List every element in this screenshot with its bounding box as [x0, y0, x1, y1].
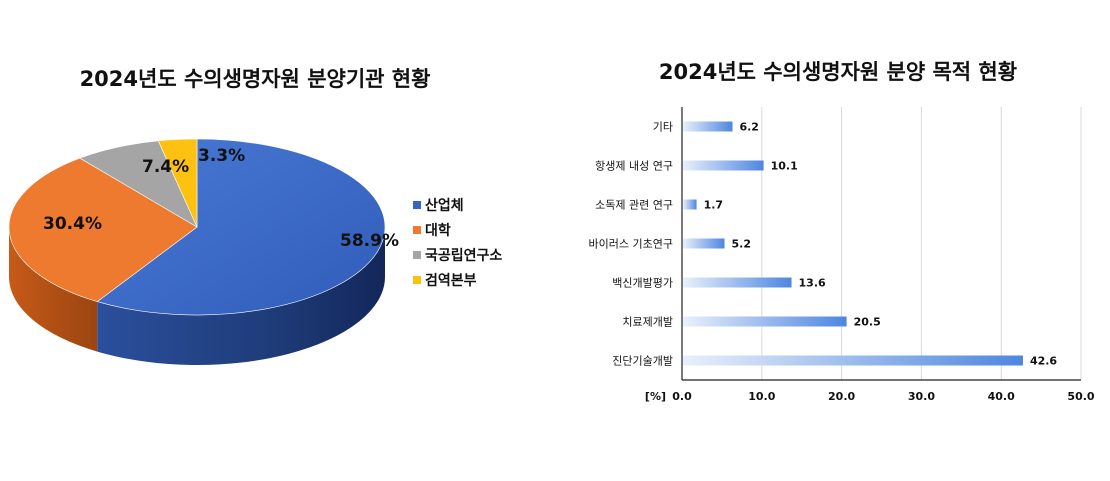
y-category-label: 백신개발평가 — [612, 277, 673, 290]
pie-value-label: 3.3% — [198, 146, 245, 166]
y-category-label: 소독제 관련 연구 — [595, 199, 673, 212]
legend-swatch — [413, 226, 421, 234]
legend-label: 대학 — [425, 223, 451, 239]
legend-swatch — [413, 276, 421, 284]
bar-chart: 2024년도 수의생명자원 분양 목적 현황 6.2 10.1 1.7 5.2 13.6… — [589, 60, 1095, 403]
legend-label: 국공립연구소 — [425, 248, 502, 264]
pie-chart-title: 2024년도 수의생명자원 분양기관 현황 — [80, 67, 431, 91]
legend-swatch — [413, 201, 421, 209]
pie-value-label: 58.9% — [340, 231, 399, 251]
bar-value-label: 6.2 — [739, 121, 759, 134]
y-category-label: 항생제 내성 연구 — [595, 160, 673, 173]
bar — [683, 121, 733, 132]
bar-value-label: 10.1 — [771, 160, 798, 173]
bar — [683, 199, 697, 210]
x-unit-label: [%] — [645, 390, 666, 403]
bar — [683, 277, 792, 288]
x-tick-label: 40.0 — [988, 390, 1015, 403]
pie-slice-산업체 — [96, 138, 386, 316]
x-tick-label: 20.0 — [828, 390, 855, 403]
x-tick-label: 10.0 — [748, 390, 775, 403]
bar — [683, 316, 847, 327]
pie-slice-side-산업체 — [97, 227, 385, 366]
y-category-label: 치료제개발 — [622, 316, 673, 329]
bar-value-label: 42.6 — [1030, 355, 1057, 368]
bar — [683, 160, 764, 171]
x-tick-label: 0.0 — [672, 390, 692, 403]
pie-value-label: 7.4% — [142, 157, 189, 177]
bar-value-label: 20.5 — [854, 316, 881, 329]
y-category-label: 기타 — [653, 121, 673, 134]
bar — [683, 355, 1023, 366]
bar-value-label: 1.7 — [704, 199, 724, 212]
x-tick-label: 50.0 — [1067, 390, 1094, 403]
bar-value-label: 5.2 — [731, 238, 751, 251]
pie-chart: 2024년도 수의생명자원 분양기관 현황 58.9% 30.4% 7.4% 3.3%… — [8, 67, 502, 366]
pie-slice-side-대학 — [8, 227, 98, 352]
bar — [683, 238, 725, 249]
pie-value-label: 30.4% — [43, 214, 102, 234]
pie-slice-대학 — [8, 157, 198, 302]
bar-value-label: 13.6 — [799, 277, 826, 290]
y-category-label: 진단기술개발 — [612, 355, 673, 368]
legend-label: 산업체 — [425, 197, 464, 214]
legend-label: 검역본부 — [425, 272, 477, 289]
legend-swatch — [413, 251, 421, 259]
pie-slice-검역본부 — [157, 138, 198, 228]
y-category-label: 바이러스 기초연구 — [589, 238, 673, 251]
x-tick-label: 30.0 — [908, 390, 935, 403]
bar-chart-title: 2024년도 수의생명자원 분양 목적 현황 — [659, 60, 1017, 84]
